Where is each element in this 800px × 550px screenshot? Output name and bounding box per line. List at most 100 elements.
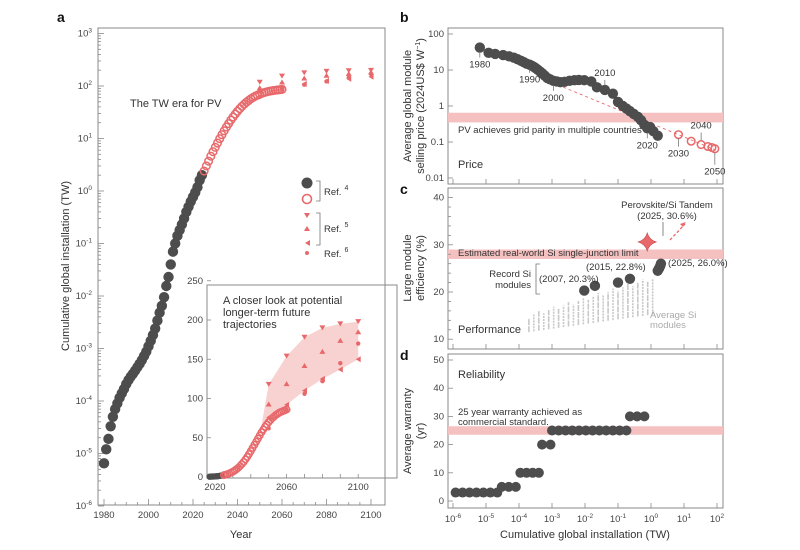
inset-marks bbox=[206, 319, 362, 480]
y-tick-label: 30 bbox=[433, 411, 444, 422]
record-si-label-line2: modules bbox=[495, 280, 531, 291]
panel-a: a 103 102 101 100 10-1 10-2 10-3 10-4 10-5 10-6 1… bbox=[57, 9, 398, 541]
y-tick-label: 100 bbox=[78, 185, 93, 197]
data-point-filled-circle bbox=[167, 246, 179, 257]
y-tick-label: 101 bbox=[78, 133, 93, 145]
panel-a-x-axis: 1980 2000 2020 2040 2060 2080 2100 bbox=[93, 499, 382, 521]
price-point-filled-circle bbox=[599, 84, 611, 96]
x-tick-label: 10-4 bbox=[511, 513, 528, 525]
data-point-down-triangle bbox=[323, 68, 330, 74]
si-limit-label: Estimated real-world Si single-junction … bbox=[458, 248, 639, 259]
warranty-point bbox=[545, 439, 556, 450]
legend-marker-ref6 bbox=[305, 251, 309, 255]
record-si-label-line1: Record Si bbox=[489, 269, 531, 280]
tandem-label-line2: (2025, 30.6%) bbox=[637, 211, 697, 222]
x-tick-label: 10-5 bbox=[478, 513, 495, 525]
x-tick-label: 10-6 bbox=[445, 513, 462, 525]
inset-point-small-dot bbox=[302, 391, 307, 396]
panel-letter-c: c bbox=[400, 181, 408, 197]
inset-y-tick-label: 0 bbox=[198, 472, 203, 483]
avg-si-label-line2: modules bbox=[650, 320, 686, 331]
inset-point-down-triangle bbox=[337, 321, 344, 327]
x-tick-label: 2000 bbox=[138, 510, 159, 521]
warranty-point bbox=[639, 411, 650, 422]
data-point-left-triangle bbox=[257, 89, 263, 96]
y-tick-label: 0.1 bbox=[431, 137, 444, 148]
y-tick-label: 50 bbox=[433, 355, 444, 366]
legend-marker-ref5-up bbox=[304, 226, 310, 231]
y-tick-label: 10-5 bbox=[76, 448, 93, 460]
x-tick-label: 2080 bbox=[316, 510, 337, 521]
inset-chart: 0 50 100 150 200 250 2020 2060 2100 A closer loo… bbox=[187, 276, 398, 493]
panel-b-x-ticks bbox=[452, 179, 718, 184]
y-tick-label: 0 bbox=[439, 496, 444, 507]
inset-axes: 0 50 100 150 200 250 2020 2060 2100 bbox=[187, 276, 369, 493]
x-tick-label: 102 bbox=[710, 513, 725, 525]
data-point-small-dot bbox=[346, 75, 351, 80]
inset-x-tick-label: 2100 bbox=[348, 482, 369, 493]
data-point-down-triangle bbox=[345, 68, 352, 74]
year-label: 2010 bbox=[594, 68, 615, 79]
panel-a-y-axis: 103 102 101 100 10-1 10-2 10-3 10-4 10-5 10-6 bbox=[76, 28, 104, 512]
inset-title-line2: longer-term future bbox=[223, 307, 310, 319]
panel-b-y-axis: 100 10 1 0.1 0.01 bbox=[426, 29, 453, 184]
y-tick-label: 0.01 bbox=[426, 173, 445, 184]
data-point-filled-circle bbox=[103, 433, 114, 445]
inset-projection-point bbox=[282, 405, 291, 414]
inset-point-up-triangle bbox=[337, 337, 344, 343]
shared-x-axis-title: Cumulative global installation (TW) bbox=[500, 529, 670, 541]
y-tick-label: 10-4 bbox=[76, 395, 93, 407]
panel-c-x-ticks bbox=[452, 344, 718, 349]
data-point-open-circle bbox=[201, 161, 211, 171]
inset-title-line3: trajectories bbox=[223, 319, 277, 331]
avg-si-label-line1: Average Si bbox=[650, 310, 696, 321]
legend-marker-ref5-left bbox=[305, 240, 310, 246]
panel-c-frame bbox=[447, 187, 724, 350]
data-point-open-circle bbox=[208, 147, 218, 157]
inset-point-down-triangle bbox=[319, 325, 326, 331]
warranty-point bbox=[537, 439, 548, 450]
inset-x-tick-label: 2060 bbox=[276, 482, 297, 493]
panel-letter-a: a bbox=[57, 9, 65, 25]
inset-y-tick-label: 100 bbox=[187, 394, 203, 405]
inset-point-up-triangle bbox=[355, 329, 362, 335]
y-tick-label: 40 bbox=[433, 193, 444, 204]
warranty-label-line2: commercial standard. bbox=[458, 417, 549, 428]
panel-c-band bbox=[448, 249, 723, 259]
data-point-open-circle bbox=[232, 106, 243, 116]
tandem-label-line1: Perovskite/Si Tandem bbox=[621, 200, 713, 211]
data-point-filled-circle bbox=[158, 291, 170, 303]
inset-point-small-dot bbox=[356, 341, 361, 346]
record-module-point bbox=[624, 273, 636, 284]
data-point-down-triangle bbox=[279, 73, 285, 79]
warranty-point bbox=[485, 487, 496, 498]
x-tick-label: 10-2 bbox=[577, 513, 594, 525]
price-point-filled-circle bbox=[607, 88, 619, 99]
legend-label-ref4: Ref. 4 bbox=[324, 185, 348, 198]
inset-point-left-triangle bbox=[266, 414, 272, 421]
panel-letter-d: d bbox=[400, 347, 409, 363]
price-point-open-circle bbox=[710, 144, 720, 154]
x-tick-label: 2040 bbox=[227, 510, 248, 521]
panel-a-frame bbox=[97, 27, 386, 506]
inset-point-left-triangle bbox=[337, 366, 343, 373]
warranty-point bbox=[503, 481, 514, 492]
inset-point-up-triangle bbox=[283, 381, 290, 387]
x-tick-label: 2100 bbox=[360, 510, 381, 521]
panel-d-y-axis: 50 40 30 20 10 0 bbox=[433, 355, 453, 507]
highlight-band bbox=[448, 112, 723, 123]
price-point-filled-circle bbox=[652, 130, 663, 141]
legend-marker-ref4-filled bbox=[301, 177, 313, 189]
warranty-point bbox=[471, 487, 482, 498]
year-label: 1990 bbox=[519, 75, 540, 86]
legend-label-ref6: Ref. 6 bbox=[324, 247, 348, 260]
data-point-filled-circle bbox=[149, 323, 161, 334]
inset-point-down-triangle bbox=[301, 334, 308, 340]
warranty-point bbox=[464, 487, 475, 498]
panel-a-x-axis-title: Year bbox=[230, 529, 253, 541]
inset-point-up-triangle bbox=[319, 348, 326, 354]
record-si-bracket bbox=[535, 263, 540, 295]
inset-point-down-triangle bbox=[283, 353, 290, 359]
